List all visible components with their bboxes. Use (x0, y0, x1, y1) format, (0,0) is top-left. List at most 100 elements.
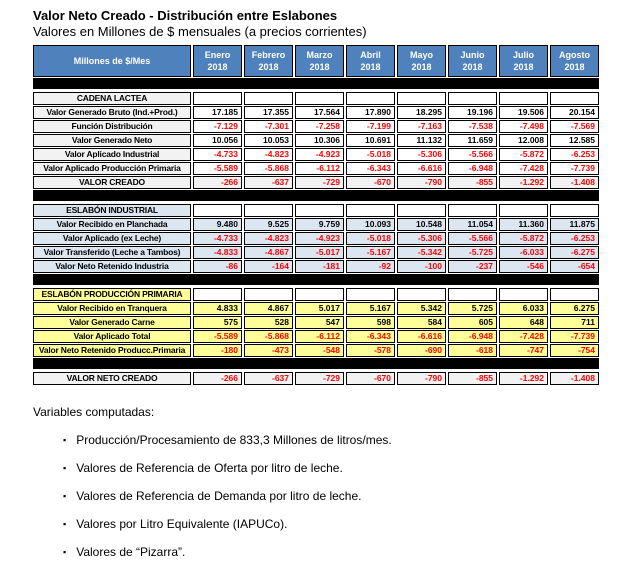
month-header-cell: Febrero 2018 (244, 45, 293, 77)
value-cell (397, 288, 446, 301)
month-header-cell: Enero 2018 (193, 45, 242, 77)
value-cell: -5.306 (397, 232, 446, 245)
row-label: Valor Aplicado Producción Primaria (33, 162, 191, 175)
row-label: Valor Generado Carne (33, 316, 191, 329)
value-cell: 11.054 (448, 218, 497, 231)
value-cell: -1.408 (550, 176, 599, 189)
month-name: Julio (512, 50, 534, 60)
value-cell: 10.306 (295, 134, 344, 147)
value-cell: -4.833 (193, 246, 242, 259)
value-cell: -855 (448, 372, 497, 385)
variable-text: Valores de “Pizarra”. (76, 545, 186, 559)
square-bullet-icon: ▪ (63, 435, 67, 445)
value-cell: -7.199 (346, 120, 395, 133)
value-cell: -6.112 (295, 330, 344, 343)
value-cell: 18.295 (397, 106, 446, 119)
row-label: ESLABÓN INDUSTRIAL (33, 204, 191, 217)
value-cell (346, 288, 395, 301)
value-cell: -5.566 (448, 148, 497, 161)
month-year: 2018 (564, 62, 585, 72)
value-cell: 9.525 (244, 218, 293, 231)
row-label: Valor Recibido en Planchada (33, 218, 191, 231)
variable-text: Valores de Referencia de Oferta por litr… (76, 461, 343, 475)
value-cell: 10.548 (397, 218, 446, 231)
value-cell: -5.167 (346, 246, 395, 259)
value-cell: -5.018 (346, 148, 395, 161)
value-cell: -4.923 (295, 232, 344, 245)
value-cell: 6.033 (499, 302, 548, 315)
value-cell: 5.167 (346, 302, 395, 315)
value-cell: 547 (295, 316, 344, 329)
square-bullet-icon: ▪ (63, 463, 67, 473)
row-label: Valor Neto Retenido Industria (33, 260, 191, 273)
month-header-cell: Agosto 2018 (550, 45, 599, 77)
value-cell: -5.872 (499, 148, 548, 161)
data-row: Valor Transferido (Leche a Tambos) -4.833… (33, 246, 599, 259)
value-cell: -5.868 (244, 330, 293, 343)
value-cell: -855 (448, 176, 497, 189)
value-cell: -7.739 (550, 330, 599, 343)
value-cell: 575 (193, 316, 242, 329)
variables-list: ▪ Producción/Procesamiento de 833,3 Millo… (33, 433, 630, 560)
month-name: Agosto (559, 50, 590, 60)
value-cell: -5.868 (244, 162, 293, 175)
page-subtitle: Valores en Millones de $ mensuales (a pr… (33, 24, 367, 39)
separator-row (33, 274, 599, 285)
section-header-row: CADENA LACTEA (33, 92, 599, 105)
value-cell: -790 (397, 176, 446, 189)
variable-item: ▪ Valores de Referencia de Demanda por li… (63, 489, 630, 504)
variables-heading: Variables computadas: (33, 405, 155, 419)
value-cell: 5.342 (397, 302, 446, 315)
value-cell: 605 (448, 316, 497, 329)
value-cell: -1.292 (499, 372, 548, 385)
value-cell (244, 204, 293, 217)
section-header-row: ESLABÓN INDUSTRIAL (33, 204, 599, 217)
value-cell: -548 (295, 344, 344, 357)
variable-text: Valores por Litro Equivalente (IAPUCo). (76, 517, 288, 531)
value-cell: -6.948 (448, 330, 497, 343)
value-cell: 10.093 (346, 218, 395, 231)
value-cell: -578 (346, 344, 395, 357)
value-cell: -6.343 (346, 330, 395, 343)
value-cell (244, 92, 293, 105)
value-cell: -6.616 (397, 330, 446, 343)
value-cell: -5.589 (193, 162, 242, 175)
value-cell: -4.733 (193, 148, 242, 161)
row-label: Valor Transferido (Leche a Tambos) (33, 246, 191, 259)
value-cell: -5.017 (295, 246, 344, 259)
value-cell: -1.408 (550, 372, 599, 385)
row-label: Valor Generado Bruto (Ind.+Prod.) (33, 106, 191, 119)
value-cell: -729 (295, 176, 344, 189)
value-cell (193, 204, 242, 217)
section-header-row: ESLABÓN PRODUCCIÓN PRIMARIA (33, 288, 599, 301)
value-distribution-table: Millones de $/Mes Enero 2018 Febrero 2018 Mar… (33, 45, 599, 385)
variable-item: ▪ Producción/Procesamiento de 833,3 Millo… (63, 433, 630, 448)
value-cell: -4.867 (244, 246, 293, 259)
variables-section: Variables computadas: ▪ Producción/Proces… (33, 405, 630, 560)
row-label: CADENA LACTEA (33, 92, 191, 105)
data-row: Valor Generado Carne 575 528 547 598 584 605 64… (33, 316, 599, 329)
value-cell: -7.301 (244, 120, 293, 133)
month-header-cell: Mayo 2018 (397, 45, 446, 77)
separator-row (33, 78, 599, 89)
value-cell: -7.428 (499, 162, 548, 175)
data-row: Valor Aplicado Producción Primaria -5.589… (33, 162, 599, 175)
total-row: Valor Neto Retenido Producc.Primaria -180… (33, 344, 599, 357)
row-label: Función Distribución (33, 120, 191, 133)
value-cell (397, 92, 446, 105)
month-year: 2018 (462, 62, 483, 72)
value-cell (550, 288, 599, 301)
value-cell: -6.033 (499, 246, 548, 259)
value-cell: 10.691 (346, 134, 395, 147)
square-bullet-icon: ▪ (63, 519, 67, 529)
value-cell: 584 (397, 316, 446, 329)
row-label: Valor Generado Neto (33, 134, 191, 147)
value-cell: 6.275 (550, 302, 599, 315)
month-name: Junio (460, 50, 485, 60)
total-row: Valor Neto Retenido Industria -86 -164 -181… (33, 260, 599, 273)
page-title: Valor Neto Creado - Distribución entre E… (33, 8, 338, 23)
value-cell: -266 (193, 372, 242, 385)
month-header-cell: Junio 2018 (448, 45, 497, 77)
row-label: Valor Aplicado (ex Leche) (33, 232, 191, 245)
value-cell: -4.823 (244, 232, 293, 245)
